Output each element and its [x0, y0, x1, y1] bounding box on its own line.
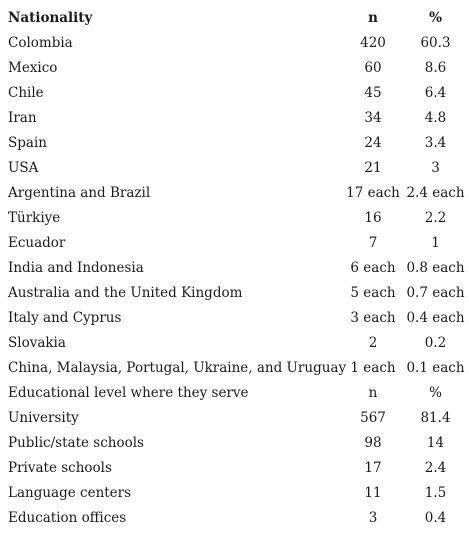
data-row-cell: Chile: [8, 84, 44, 101]
data-row-cell: 45: [364, 84, 382, 101]
data-row-cell: 420: [360, 34, 386, 51]
data-row: Argentina and Brazil 17 each 2.4 each: [0, 180, 467, 205]
data-row-cell: 60: [364, 59, 382, 76]
data-row: Language centers 11 1.5: [0, 480, 467, 505]
data-row-cell: 567: [360, 409, 386, 426]
data-row: Private schools 17 2.4: [0, 455, 467, 480]
data-row: USA 21 3: [0, 155, 467, 180]
header-row-cell: %: [429, 9, 442, 26]
data-row: University 567 81.4: [0, 405, 467, 430]
data-row-cell: University: [8, 409, 79, 426]
data-row-cell: Türkiye: [8, 209, 61, 226]
data-row: Slovakia 2 0.2: [0, 330, 467, 355]
data-row: Ecuador 7 1: [0, 230, 467, 255]
data-row-cell: 14: [426, 434, 445, 451]
data-row: China, Malaysia, Portugal, Ukraine, and …: [0, 355, 467, 380]
data-row-cell: 3.4: [424, 134, 447, 151]
data-row-cell: 17: [364, 459, 382, 476]
data-row: Spain 24 3.4: [0, 130, 467, 155]
header-row-cell: Nationality: [8, 9, 93, 26]
data-row: Mexico 60 8.6: [0, 55, 467, 80]
data-row-cell: Argentina and Brazil: [8, 184, 151, 201]
data-row-cell: Education offices: [8, 509, 127, 526]
data-row-cell: 8.6: [424, 59, 447, 76]
data-table: Nationality n% Colombia 420 60.3 Mexico 60 8.6 C…: [0, 5, 467, 530]
data-row-cell: 1: [431, 234, 440, 251]
data-row-cell: 34: [364, 109, 382, 126]
data-row-cell: Language centers: [8, 484, 132, 501]
data-row-cell: USA: [8, 159, 39, 176]
data-row-cell: 0.4 each: [406, 309, 465, 326]
data-row-cell: 0.1 each: [406, 359, 465, 376]
data-row-cell: 2.4: [424, 459, 447, 476]
data-row-cell: 0.8 each: [406, 259, 465, 276]
data-row: Australia and the United Kingdom 5 each 0.…: [0, 280, 467, 305]
data-row-cell: 0.4: [424, 509, 447, 526]
data-row-cell: 98: [364, 434, 382, 451]
data-row: Italy and Cyprus 3 each 0.4 each: [0, 305, 467, 330]
data-row-cell: 1 each: [350, 359, 396, 376]
data-row-cell: 3: [431, 159, 440, 176]
table-body: Nationality n% Colombia 420 60.3 Mexico 60 8.6 C…: [0, 5, 467, 530]
data-row-cell: China, Malaysia, Portugal, Ukraine, and …: [8, 359, 347, 376]
data-row-cell: 6.4: [424, 84, 447, 101]
header-row-cell: n: [368, 384, 378, 401]
data-row-cell: 0.7 each: [406, 284, 465, 301]
data-row-cell: 81.4: [420, 409, 451, 426]
data-row-cell: India and Indonesia: [8, 259, 144, 276]
data-row: Iran 34 4.8: [0, 105, 467, 130]
data-row-cell: 2.4 each: [406, 184, 465, 201]
data-row: Chile 45 6.4: [0, 80, 467, 105]
data-row: Public/state schools 98 14: [0, 430, 467, 455]
data-row-cell: Ecuador: [8, 234, 66, 251]
data-row-cell: 7: [368, 234, 378, 251]
data-row-cell: 3: [368, 509, 378, 526]
data-row-cell: 4.8: [424, 109, 447, 126]
data-row-cell: 24: [364, 134, 382, 151]
data-row-cell: Iran: [8, 109, 37, 126]
data-row-cell: Mexico: [8, 59, 58, 76]
data-row-cell: Australia and the United Kingdom: [8, 284, 243, 301]
data-row: Türkiye 16 2.2: [0, 205, 467, 230]
data-row-cell: Slovakia: [8, 334, 66, 351]
data-row-cell: 3 each: [350, 309, 396, 326]
data-row-cell: 1.5: [424, 484, 447, 501]
header-row-cell: Educational level where they serve: [8, 384, 249, 401]
data-row: Education offices 3 0.4: [0, 505, 467, 530]
header-row: Nationality n%: [0, 5, 467, 30]
data-row-cell: 5 each: [350, 284, 396, 301]
data-row-cell: 6 each: [350, 259, 396, 276]
header-row-cell: n: [368, 9, 378, 26]
data-row-cell: 11: [364, 484, 382, 501]
data-row: India and Indonesia 6 each 0.8 each: [0, 255, 467, 280]
header-row-cell: %: [429, 384, 442, 401]
data-row-cell: Public/state schools: [8, 434, 144, 451]
header-row: Educational level where they serve n%: [0, 380, 467, 405]
data-row: Colombia 420 60.3: [0, 30, 467, 55]
data-row-cell: 21: [364, 159, 382, 176]
page: {"table": {"sections": [ {"header": ["Na…: [0, 5, 469, 538]
data-row-cell: Spain: [8, 134, 47, 151]
data-row-cell: 60.3: [420, 34, 451, 51]
data-row-cell: Private schools: [8, 459, 112, 476]
data-row-cell: Italy and Cyprus: [8, 309, 122, 326]
data-row-cell: 0.2: [424, 334, 447, 351]
data-row-cell: 2.2: [424, 209, 447, 226]
data-row-cell: 2: [368, 334, 378, 351]
data-row-cell: Colombia: [8, 34, 73, 51]
data-row-cell: 16: [364, 209, 382, 226]
data-row-cell: 17 each: [346, 184, 400, 201]
